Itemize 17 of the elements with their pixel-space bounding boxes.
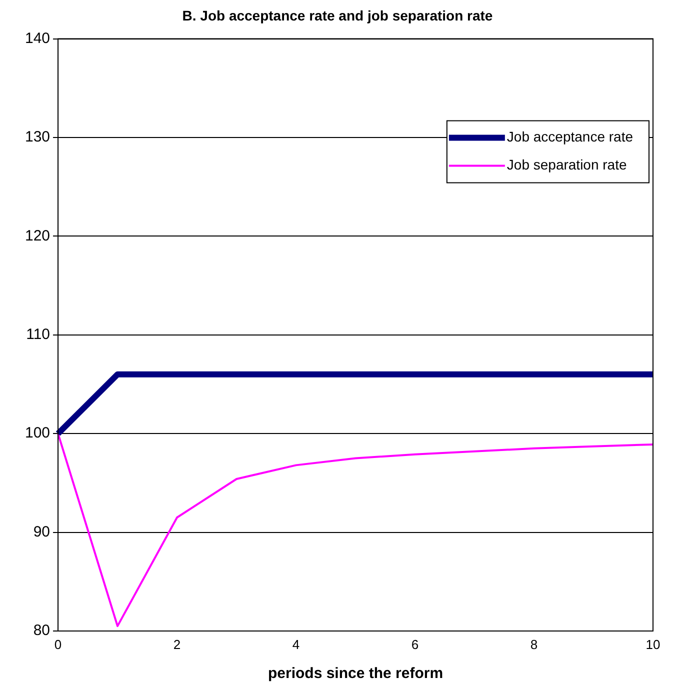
y-tick-label: 130 xyxy=(24,128,50,146)
x-tick-label: 2 xyxy=(173,637,181,652)
chart-title: B. Job acceptance rate and job separation rate xyxy=(182,7,493,24)
x-tick-label: 0 xyxy=(54,637,62,652)
y-tick-label: 110 xyxy=(26,326,50,344)
y-tick-label: 80 xyxy=(33,622,50,640)
legend-label: Job separation rate xyxy=(506,156,627,173)
x-tick-label: 6 xyxy=(411,637,419,652)
y-tick-label: 90 xyxy=(33,523,50,540)
x-axis-title: periods since the reform xyxy=(268,665,444,682)
x-tick-label: 10 xyxy=(646,637,660,652)
x-tick-label: 4 xyxy=(292,637,300,652)
y-tick-label: 120 xyxy=(24,227,50,244)
y-tick-label: 100 xyxy=(24,424,50,442)
x-tick-label: 8 xyxy=(530,637,538,652)
y-tick-label: 140 xyxy=(24,30,50,47)
legend-label: Job acceptance rate xyxy=(506,128,634,145)
